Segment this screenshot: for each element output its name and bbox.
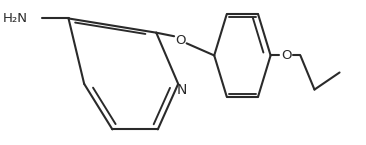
Text: H₂N: H₂N [3,12,28,25]
Text: O: O [281,49,292,62]
Text: N: N [177,83,187,97]
Text: O: O [175,34,186,47]
